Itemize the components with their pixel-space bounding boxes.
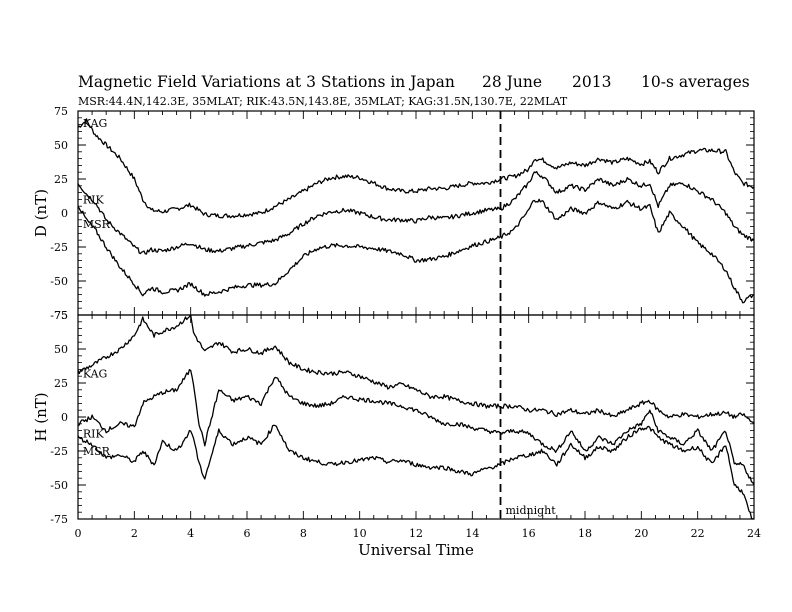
x-tick-label: 22 [691,527,705,540]
x-tick-label: 10 [353,527,367,540]
series-line-msr [77,424,754,520]
y-axis-label: D (nT) [32,189,50,237]
y-tick-label: 50 [54,139,68,152]
y-tick-label: 25 [54,377,68,390]
y-tick-label: -75 [50,309,68,322]
x-tick-label: 20 [634,527,648,540]
series-line-kag [77,314,755,425]
y-axis-label: H (nT) [32,392,50,441]
y-tick-label: 50 [54,343,68,356]
x-tick-label: 4 [187,527,194,540]
y-tick-label: 0 [61,207,68,220]
title-main: Magnetic Field Variations at 3 Stations … [78,73,455,91]
title-date: 28 June [482,73,543,91]
series-label-rik: RIK [83,193,105,206]
x-tick-label: 24 [747,527,761,540]
y-tick-label: -50 [50,479,68,492]
chart-subtitle: MSR:44.4N,142.3E, 35MLAT; RIK:43.5N,143.… [78,95,568,108]
x-tick-label: 14 [465,527,479,540]
series-label-msr: MSR [83,445,111,458]
x-tick-label: 6 [244,527,251,540]
y-tick-label: 75 [54,309,68,322]
series-label-rik: RIK [83,427,105,440]
x-tick-label: 8 [300,527,307,540]
y-tick-label: -25 [50,445,68,458]
x-axis-label: Universal Time [358,541,474,559]
title-year: 2013 [572,73,612,91]
y-tick-label: 75 [54,105,68,118]
series-label-msr: MSR [83,218,111,231]
y-tick-label: 25 [54,173,68,186]
y-tick-label: -75 [50,513,68,526]
panel-frame-top [77,110,755,316]
x-tick-label: 0 [75,527,82,540]
y-tick-label: -25 [50,241,68,254]
y-tick-label: -50 [50,275,68,288]
x-tick-label: 2 [131,527,138,540]
title-averaging: 10-s averages [641,73,750,91]
series-label-kag: KAG [83,367,108,380]
x-tick-label: 12 [409,527,423,540]
series-line-rik [77,171,755,255]
series-line-msr [77,198,755,304]
x-tick-label: 16 [522,527,536,540]
y-tick-label: 0 [61,411,68,424]
series-line-rik [77,369,755,486]
series-label-kag: KAG [83,117,108,130]
x-tick-label: 18 [578,527,592,540]
midnight-label: midnight [506,504,557,517]
series-line-kag [77,118,755,219]
